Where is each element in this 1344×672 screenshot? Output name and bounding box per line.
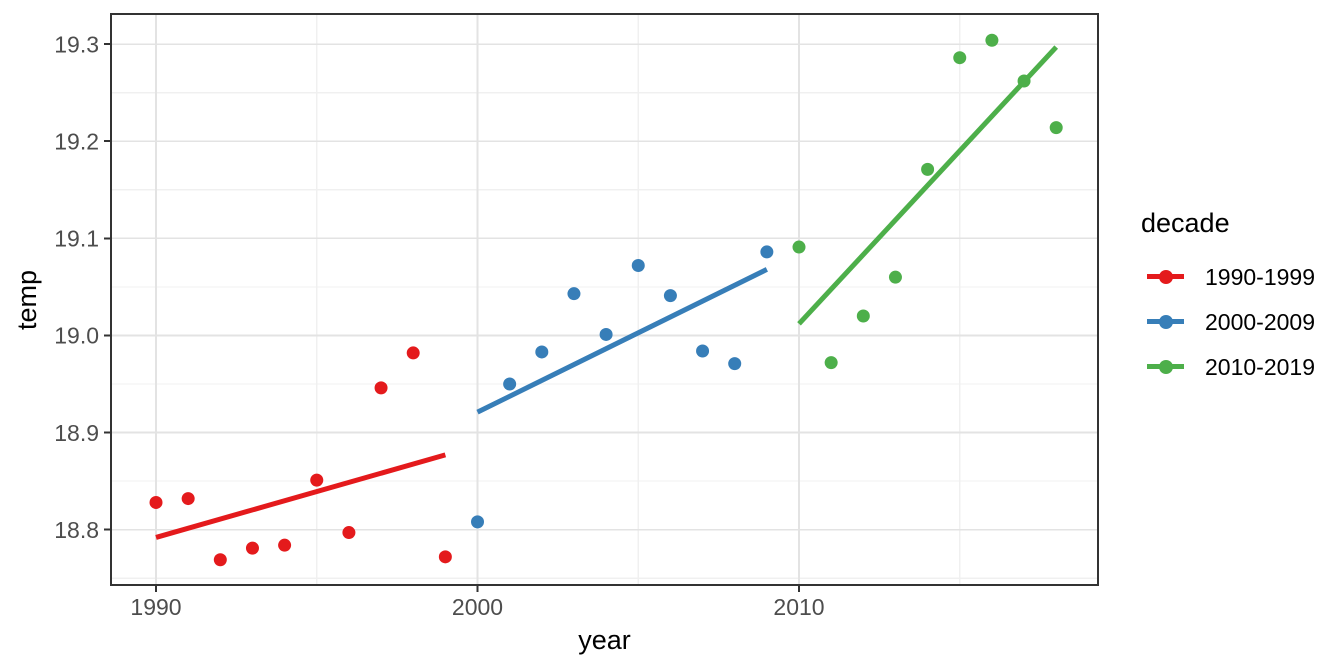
point-1990-1999 — [342, 526, 356, 540]
point-1990-1999 — [181, 492, 195, 506]
panel-background — [111, 14, 1098, 585]
y-tick-label: 19.0 — [54, 323, 99, 349]
point-1990-1999 — [406, 346, 420, 360]
point-2010-2019 — [888, 270, 902, 284]
x-axis-title: year — [578, 625, 631, 655]
point-2000-2009 — [760, 245, 774, 259]
panel-border — [110, 13, 1099, 586]
point-2010-2019 — [856, 309, 870, 323]
point-1990-1999 — [213, 553, 227, 567]
point-1990-1999 — [278, 538, 292, 552]
point-2010-2019 — [792, 240, 806, 254]
point-2000-2009 — [535, 345, 549, 359]
point-2000-2009 — [728, 357, 742, 371]
legend-key-line-dot-icon — [1147, 311, 1184, 333]
legend-item-1990-1999: 1990-1999 — [1141, 263, 1315, 290]
legend-item-2010-2019: 2010-2019 — [1141, 353, 1315, 380]
point-2000-2009 — [567, 287, 581, 301]
point-1990-1999 — [438, 550, 452, 564]
trend-line-2010-2019 — [797, 45, 1059, 326]
point-2000-2009 — [663, 289, 677, 303]
point-swatch — [1158, 360, 1173, 374]
x-tick-label: 1990 — [130, 594, 181, 620]
y-tick-label: 19.1 — [54, 226, 99, 252]
y-tick-label: 19.2 — [54, 128, 99, 154]
legend-items: 1990-1999 2000-2009 2010-2019 — [1141, 263, 1315, 380]
point-swatch — [1158, 270, 1173, 284]
legend: decade 1990-1999 2000-2009 — [1141, 207, 1315, 380]
point-2000-2009 — [599, 327, 613, 341]
legend-key-line-dot-icon — [1147, 356, 1184, 378]
point-1990-1999 — [310, 473, 324, 487]
x-tick-label: 2010 — [773, 594, 824, 620]
legend-item-label: 1990-1999 — [1205, 263, 1315, 290]
point-1990-1999 — [374, 381, 388, 395]
y-tick-label: 18.8 — [54, 517, 99, 543]
point-2010-2019 — [953, 51, 967, 65]
point-1990-1999 — [245, 541, 259, 555]
point-2010-2019 — [985, 33, 999, 47]
point-swatch — [1158, 315, 1173, 329]
legend-title: decade — [1141, 208, 1230, 238]
legend-item-label: 2010-2019 — [1205, 353, 1315, 380]
legend-item-2000-2009: 2000-2009 — [1141, 308, 1315, 335]
legend-item-label: 2000-2009 — [1205, 308, 1315, 335]
trend-line-2000-2009 — [476, 267, 768, 415]
y-tick-label: 18.9 — [54, 420, 99, 446]
legend-key-line-dot-icon — [1147, 266, 1184, 288]
point-2010-2019 — [824, 356, 838, 370]
point-2010-2019 — [1049, 121, 1063, 135]
y-axis-title: temp — [12, 269, 42, 331]
point-2000-2009 — [471, 515, 485, 529]
point-2000-2009 — [696, 344, 710, 358]
point-2000-2009 — [631, 259, 645, 273]
point-2010-2019 — [921, 162, 935, 176]
y-tick-label: 19.3 — [54, 31, 99, 57]
trend-line-1990-1999 — [155, 452, 447, 540]
point-2000-2009 — [503, 377, 517, 391]
x-tick-label: 2000 — [452, 594, 503, 620]
point-1990-1999 — [149, 495, 163, 509]
